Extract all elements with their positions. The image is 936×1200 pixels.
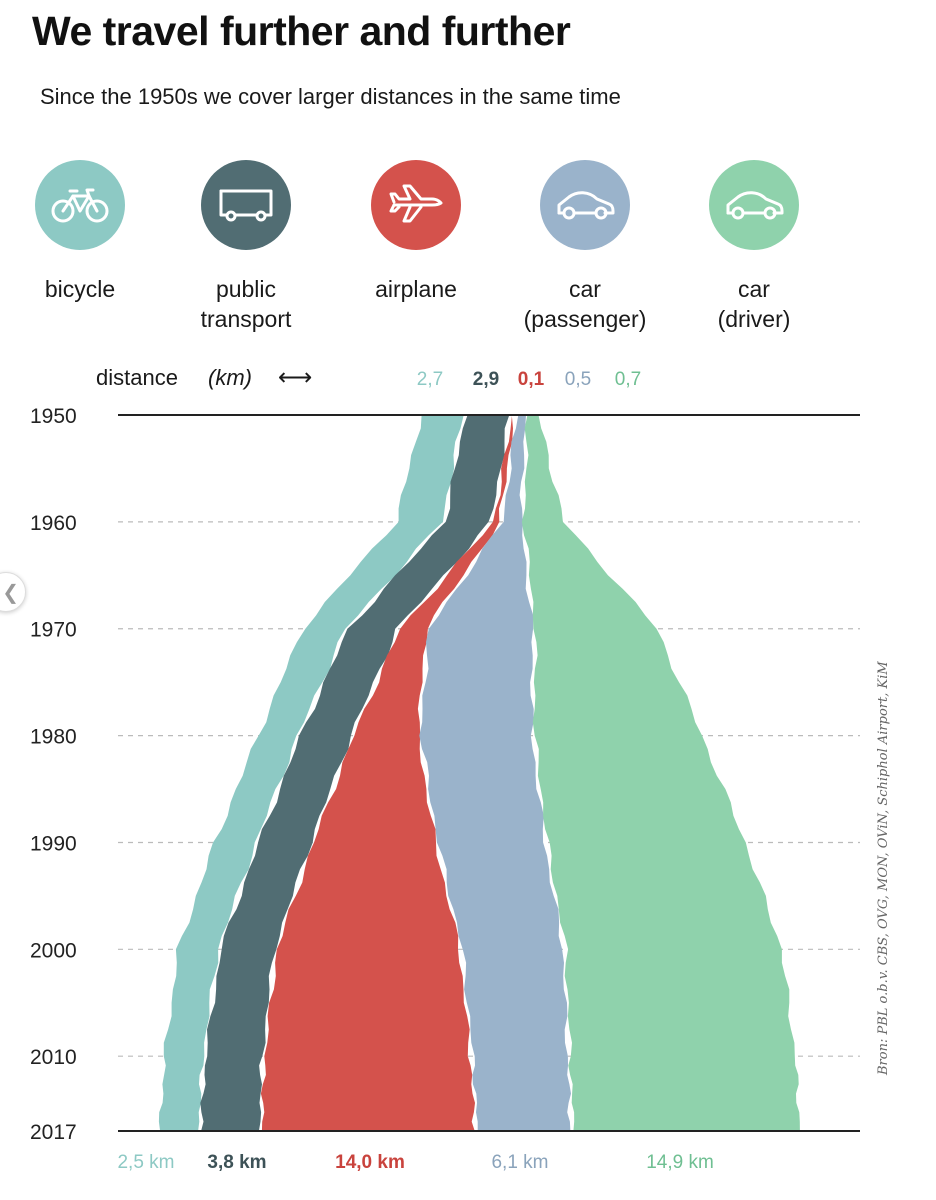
mode-car-driver: car (driver) bbox=[674, 160, 834, 334]
source-note: Bron: PBL o.b.v. CBS, OVG, MON, OViN, Sc… bbox=[876, 661, 891, 1075]
mode-label: bicycle bbox=[44, 276, 116, 302]
mode-label: public transport bbox=[200, 276, 292, 332]
double-arrow-icon: ⟷ bbox=[278, 363, 312, 391]
year-tick-label: 1950 bbox=[30, 405, 77, 428]
area-bicycle bbox=[158, 415, 464, 1131]
year-tick-label: 1960 bbox=[30, 512, 77, 535]
streamgraph-chart: 1950 1960 1970 1980 1990 2000 2010 2017 distance… bbox=[30, 363, 860, 1173]
start-value-label: 0,7 bbox=[615, 369, 641, 390]
area-public-transport bbox=[200, 415, 510, 1131]
start-value-label: 0,1 bbox=[518, 369, 545, 390]
start-value-label: 0,5 bbox=[565, 369, 591, 390]
mode-bicycle: bicycle bbox=[0, 160, 160, 304]
mode-label: airplane bbox=[375, 276, 457, 302]
start-value-label: 2,9 bbox=[473, 369, 499, 390]
car-icon bbox=[709, 160, 799, 250]
mode-car-passenger: car (passenger) bbox=[505, 160, 665, 334]
chart-subtitle: Since the 1950s we cover larger distance… bbox=[40, 84, 621, 109]
chevron-left-icon[interactable]: ❮ bbox=[2, 581, 19, 604]
year-tick-label: 2010 bbox=[30, 1046, 77, 1069]
year-tick-label: 2000 bbox=[30, 939, 77, 962]
mode-label: car (passenger) bbox=[523, 276, 647, 332]
airplane-icon bbox=[371, 160, 461, 250]
end-value-label: 14,0 km bbox=[335, 1152, 405, 1173]
unit-label: (km) bbox=[208, 365, 252, 390]
year-tick-label: 2017 bbox=[30, 1121, 77, 1144]
mode-public-transport: public transport bbox=[166, 160, 326, 334]
end-value-label: 2,5 km bbox=[117, 1152, 174, 1173]
car-icon bbox=[540, 160, 630, 250]
end-value-label: 6,1 km bbox=[491, 1152, 548, 1173]
start-value-label: 2,7 bbox=[417, 369, 443, 390]
area-car-passenger- bbox=[419, 415, 571, 1131]
distance-label: distance bbox=[96, 365, 178, 390]
year-tick-label: 1970 bbox=[30, 619, 77, 642]
year-tick-label: 1980 bbox=[30, 726, 77, 749]
bicycle-icon bbox=[35, 160, 125, 250]
area-airplane bbox=[260, 415, 513, 1131]
mode-label: car (driver) bbox=[717, 276, 791, 332]
end-value-label: 14,9 km bbox=[646, 1152, 714, 1173]
area-car-driver- bbox=[521, 415, 800, 1131]
year-tick-label: 1990 bbox=[30, 832, 77, 855]
chart-title: We travel further and further bbox=[32, 8, 571, 54]
bus-icon bbox=[201, 160, 291, 250]
end-value-label: 3,8 km bbox=[207, 1152, 266, 1173]
mode-airplane: airplane bbox=[336, 160, 496, 304]
